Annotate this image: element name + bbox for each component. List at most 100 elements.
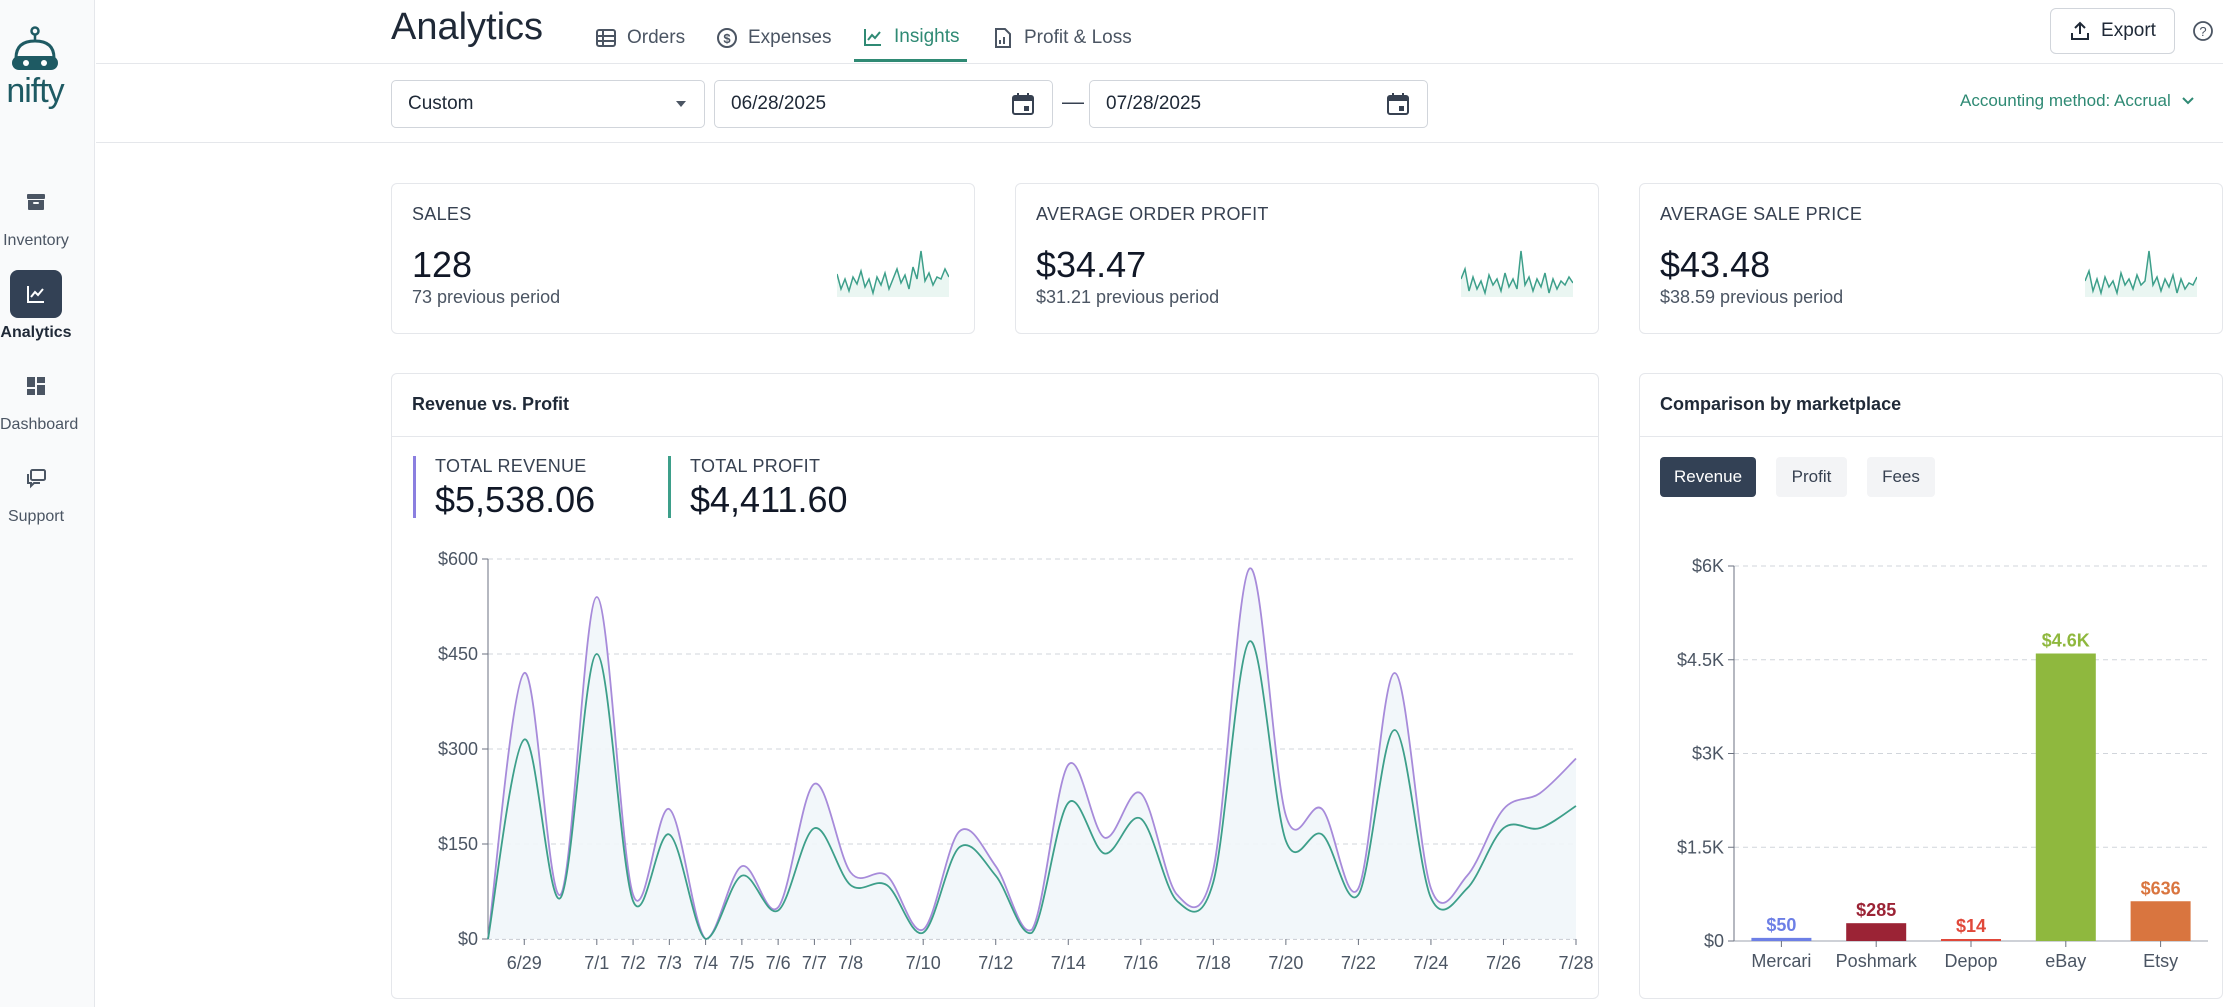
- x-tick-label: 7/8: [838, 953, 863, 973]
- revenue-area-fill: [488, 568, 1576, 939]
- y-tick-label: $1.5K: [1677, 837, 1724, 857]
- y-tick-label: $3K: [1692, 744, 1724, 764]
- kpi-label: AVERAGE SALE PRICE: [1660, 204, 1863, 224]
- date-separator: —: [1062, 89, 1084, 114]
- toggle-fees[interactable]: Fees: [1867, 457, 1935, 497]
- x-tick-label: 7/4: [693, 953, 718, 973]
- sidebar-item-label: Analytics: [0, 324, 72, 341]
- revenue-series-line: [487, 567, 1577, 940]
- x-tick-label: 7/20: [1268, 953, 1303, 973]
- logo-text: nifty: [6, 72, 64, 110]
- bar-mercari[interactable]: [1751, 937, 1812, 941]
- x-tick-label: 7/12: [978, 953, 1013, 973]
- toggle-profit[interactable]: Profit: [1776, 457, 1847, 497]
- kpi-card-average-sale-price: AVERAGE SALE PRICE $43.48 $38.59 previou…: [1639, 183, 2223, 334]
- x-tick-label: 7/10: [906, 953, 941, 973]
- bar-poshmark[interactable]: [1846, 923, 1907, 941]
- bar-value-label: $636: [2141, 878, 2181, 898]
- calendar-icon[interactable]: [1010, 91, 1036, 117]
- question-circle-icon[interactable]: ?: [2192, 20, 2214, 47]
- total-revenue: TOTAL REVENUE $5,538.06: [413, 456, 595, 521]
- date-range-select[interactable]: Custom: [391, 80, 705, 128]
- x-tick-label: 7/7: [802, 953, 827, 973]
- marketplace-bar-chart: $0 $1.5K $3K $4.5K $6K $50 Mercari $285 Poshmark…: [1677, 556, 2208, 971]
- start-date-value: 06/28/2025: [731, 93, 827, 114]
- x-tick-label: 7/16: [1123, 953, 1158, 973]
- revenue-legend-bar: [413, 456, 416, 518]
- sidebar-item-dashboard[interactable]: Dashboard: [0, 362, 79, 434]
- kpi-previous: 73 previous period: [412, 287, 561, 307]
- x-tick-label: 7/22: [1341, 953, 1376, 973]
- sidebar-item-support[interactable]: Support: [0, 454, 72, 526]
- y-tick-label: $150: [438, 834, 478, 854]
- x-tick-label: 7/1: [584, 953, 609, 973]
- revenue-vs-profit-card: Revenue vs. Profit TOTAL REVENUE $5,538.…: [391, 373, 1599, 999]
- tab-label: Orders: [627, 27, 686, 48]
- kpi-previous: $38.59 previous period: [1660, 287, 1844, 307]
- accounting-method-dropdown[interactable]: Accounting method: Accrual: [1960, 91, 2195, 111]
- x-tick-label: Etsy: [2143, 951, 2178, 971]
- calendar-icon[interactable]: [1385, 91, 1411, 117]
- caret-down-icon: [676, 101, 686, 107]
- chevron-down-icon: [2182, 97, 2194, 105]
- total-profit-value: $4,411.60: [690, 479, 848, 520]
- profit-series-line: [487, 640, 1577, 940]
- archive-box-icon: [10, 178, 62, 226]
- sidebar-item-label: Dashboard: [0, 416, 79, 433]
- y-tick-label: $600: [438, 549, 478, 569]
- export-button[interactable]: Export: [2050, 8, 2175, 54]
- start-date-field[interactable]: 06/28/2025: [714, 80, 1053, 128]
- card-title: Revenue vs. Profit: [412, 394, 570, 414]
- revenue-profit-line-chart: $0 $150 $300 $450 $600 6/29 7/1 7/2 7/3 7/4 7/5 7/6…: [438, 549, 1594, 973]
- y-tick-label: $4.5K: [1677, 650, 1724, 670]
- profit-legend-bar: [668, 456, 671, 518]
- kpi-card-sales: SALES 128 73 previous period: [391, 183, 975, 334]
- sidebar-item-label: Inventory: [3, 232, 69, 249]
- x-tick-label: 7/14: [1051, 953, 1086, 973]
- x-tick-label: 7/26: [1486, 953, 1521, 973]
- tab-profit-loss[interactable]: Profit & Loss: [984, 14, 1140, 62]
- x-tick-label: 7/28: [1558, 953, 1593, 973]
- total-revenue-label: TOTAL REVENUE: [435, 456, 587, 476]
- bar-etsy[interactable]: [2130, 901, 2191, 941]
- sparkline: [1461, 250, 1573, 297]
- dollar-circle-icon: $: [717, 28, 737, 48]
- y-tick-label: $300: [438, 739, 478, 759]
- tab-label: Profit & Loss: [1024, 27, 1132, 48]
- date-range-value: Custom: [408, 93, 474, 114]
- top-header: Analytics Orders $ Expenses Insights Pro…: [96, 0, 2223, 64]
- chat-bubbles-icon: [10, 454, 62, 502]
- card-divider: [1640, 436, 2222, 437]
- bar-value-label: $4.6K: [2042, 631, 2090, 651]
- end-date-value: 07/28/2025: [1106, 93, 1202, 114]
- x-tick-label: 7/5: [729, 953, 754, 973]
- toggle-revenue[interactable]: Revenue: [1660, 457, 1756, 497]
- card-title: Comparison by marketplace: [1660, 394, 1902, 414]
- dashboard-grid-icon: [10, 362, 62, 410]
- end-date-field[interactable]: 07/28/2025: [1089, 80, 1428, 128]
- page-title: Analytics: [391, 6, 544, 48]
- y-tick-label: $450: [438, 644, 478, 664]
- bar-value-label: $285: [1856, 900, 1896, 920]
- sidebar-item-analytics[interactable]: Analytics: [0, 270, 72, 342]
- tab-label: Insights: [894, 25, 960, 47]
- tab-orders[interactable]: Orders: [587, 14, 693, 62]
- total-profit: TOTAL PROFIT $4,411.60: [668, 456, 847, 521]
- tab-insights[interactable]: Insights: [854, 14, 968, 62]
- svg-text:?: ?: [2199, 24, 2206, 39]
- chart-line-icon: [10, 270, 62, 318]
- x-tick-label: 6/29: [507, 953, 542, 973]
- svg-text:$: $: [723, 31, 731, 46]
- tab-expenses[interactable]: $ Expenses: [708, 14, 839, 62]
- bar-ebay[interactable]: [2035, 653, 2096, 942]
- bar-value-label: $14: [1956, 916, 1986, 936]
- table-grid-icon: [596, 29, 616, 47]
- nifty-logo[interactable]: nifty: [0, 26, 70, 111]
- sidebar-item-inventory[interactable]: Inventory: [0, 178, 72, 250]
- kpi-value: $34.47: [1036, 244, 1147, 285]
- x-tick-label: eBay: [2045, 951, 2086, 971]
- kpi-value: 128: [412, 244, 473, 285]
- x-tick-label: 7/18: [1196, 953, 1231, 973]
- y-tick-label: $6K: [1692, 556, 1724, 576]
- bar-depop[interactable]: [1941, 939, 2001, 941]
